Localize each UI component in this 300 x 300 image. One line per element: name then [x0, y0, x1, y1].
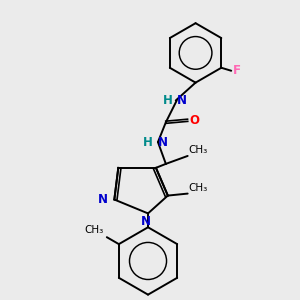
Text: H: H — [143, 136, 153, 148]
Text: H: H — [163, 94, 173, 107]
Text: N: N — [177, 94, 187, 107]
Text: N: N — [158, 136, 168, 148]
Text: CH₃: CH₃ — [189, 183, 208, 193]
Text: CH₃: CH₃ — [189, 145, 208, 155]
Text: CH₃: CH₃ — [85, 225, 104, 235]
Text: O: O — [190, 114, 200, 127]
Text: N: N — [141, 215, 151, 228]
Text: N: N — [98, 193, 107, 206]
Text: F: F — [233, 64, 241, 77]
